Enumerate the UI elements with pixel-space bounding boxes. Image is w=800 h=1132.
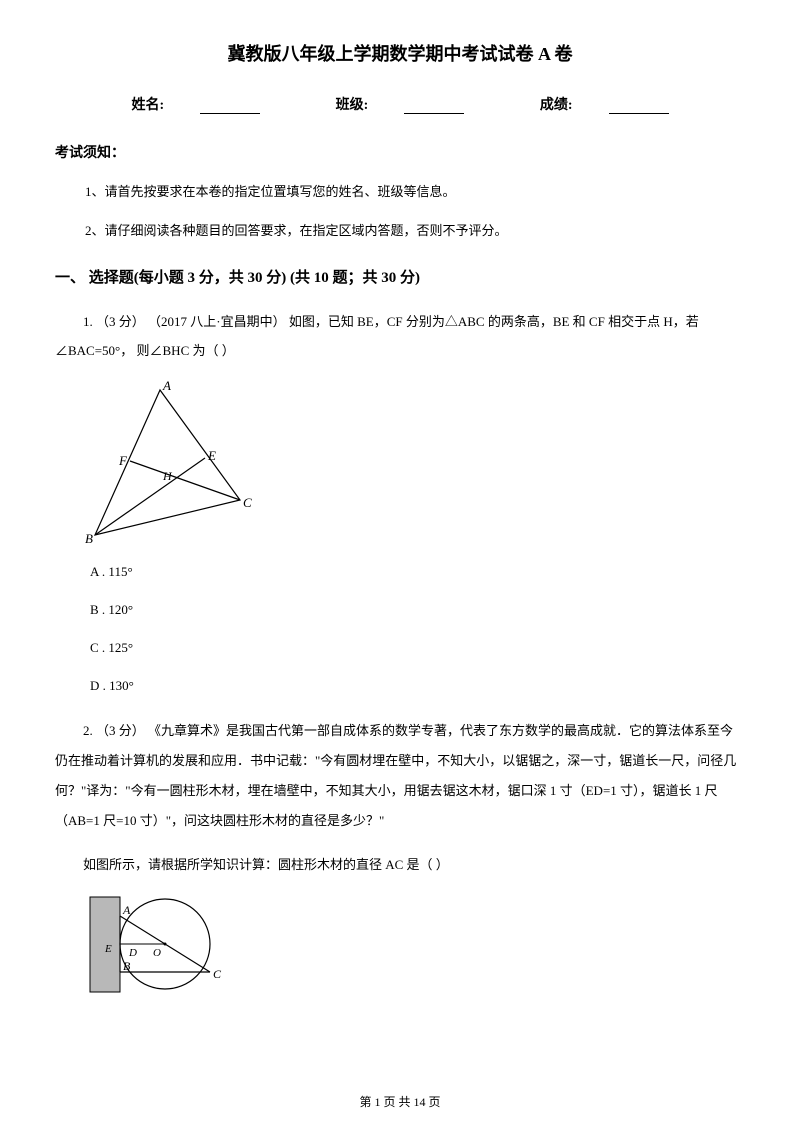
class-label: 班级: bbox=[318, 98, 483, 113]
label-B2: B bbox=[123, 959, 131, 973]
q1-option-c: C . 125° bbox=[90, 640, 745, 656]
label-E2: E bbox=[104, 943, 112, 955]
question-2-diagram: A B C D E O bbox=[85, 894, 745, 999]
score-label: 成绩: bbox=[522, 98, 687, 113]
label-D2: D bbox=[128, 947, 137, 959]
name-label: 姓名: bbox=[113, 98, 278, 113]
instruction-2: 2、请仔细阅读各种题目的回答要求，在指定区域内答题，否则不予评分。 bbox=[85, 221, 745, 242]
label-A: A bbox=[162, 380, 171, 393]
question-2-text-p1: 2. （3 分） 《九章算术》是我国古代第一部自成体系的数学专著，代表了东方数学… bbox=[55, 716, 745, 836]
info-row: 姓名: 班级: 成绩: bbox=[55, 94, 745, 114]
label-C: C bbox=[243, 495, 252, 510]
question-1-text: 1. （3 分） （2017 八上·宜昌期中） 如图，已知 BE，CF 分别为△… bbox=[55, 307, 745, 367]
question-1-diagram: A B C E F H bbox=[85, 380, 745, 550]
label-F: F bbox=[118, 453, 128, 468]
label-H: H bbox=[162, 469, 173, 483]
instruction-1: 1、请首先按要求在本卷的指定位置填写您的姓名、班级等信息。 bbox=[85, 182, 745, 203]
label-A2: A bbox=[122, 903, 131, 917]
section-1-title: 一、 选择题(每小题 3 分，共 30 分) (共 10 题；共 30 分) bbox=[55, 266, 745, 287]
q1-option-d: D . 130° bbox=[90, 678, 745, 694]
q1-option-b: B . 120° bbox=[90, 602, 745, 618]
label-C2: C bbox=[213, 967, 222, 981]
label-B: B bbox=[85, 531, 93, 546]
question-2-text-p2: 如图所示，请根据所学知识计算：圆柱形木材的直径 AC 是（ ） bbox=[55, 850, 745, 880]
notice-heading: 考试须知： bbox=[55, 142, 745, 162]
page-footer: 第 1 页 共 14 页 bbox=[0, 1093, 800, 1110]
page-title: 冀教版八年级上学期数学期中考试试卷 A 卷 bbox=[55, 40, 745, 66]
q1-option-a: A . 115° bbox=[90, 564, 745, 580]
label-O2: O bbox=[153, 947, 161, 959]
label-E: E bbox=[207, 448, 216, 463]
